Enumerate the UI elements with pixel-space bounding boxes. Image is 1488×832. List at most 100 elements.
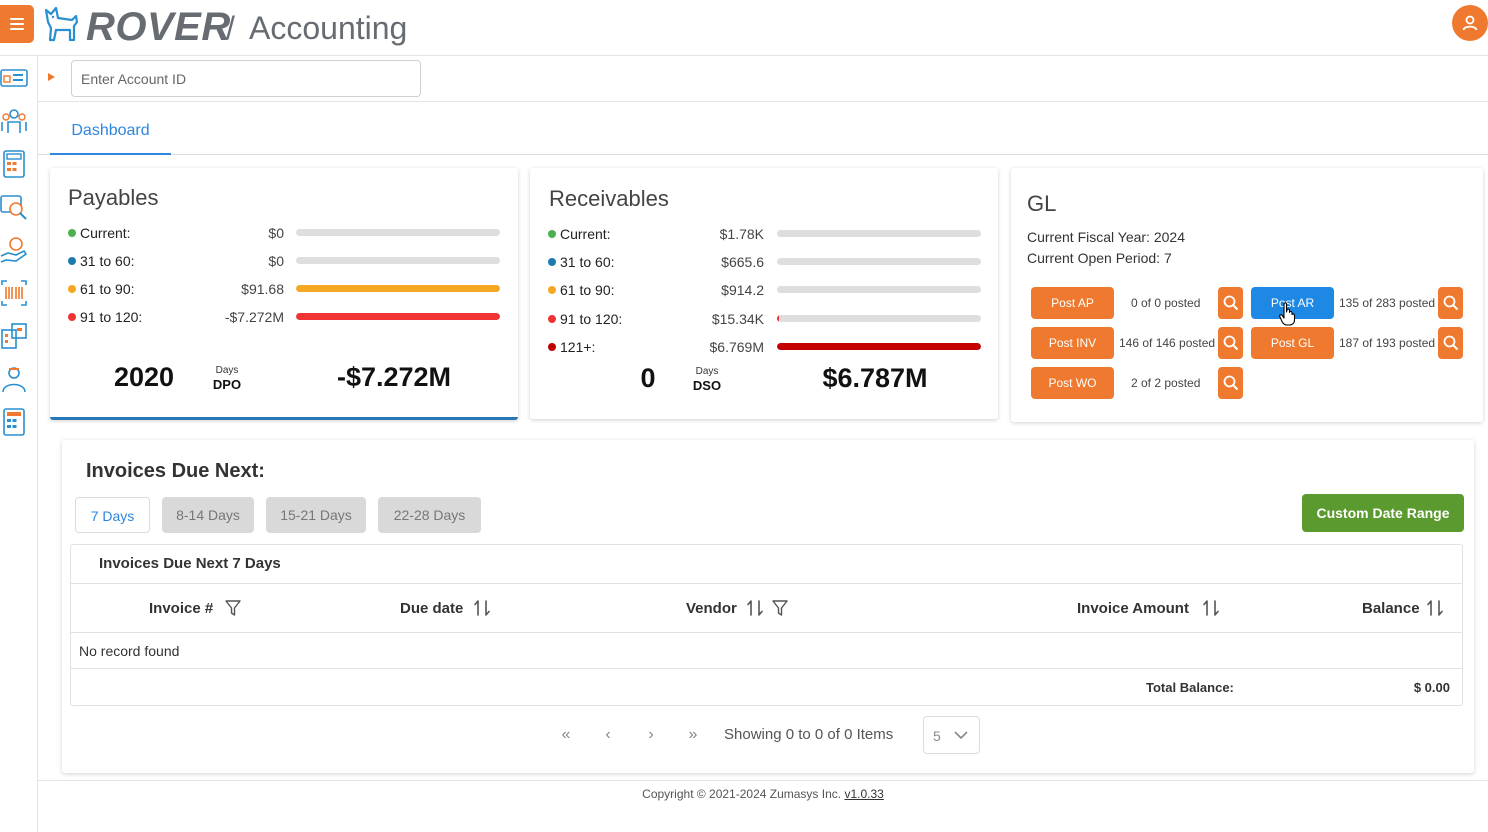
post-gl-search-button[interactable] [1438, 327, 1463, 359]
mouse-pointer-hand-icon [1279, 302, 1296, 326]
sort-icon[interactable] [474, 599, 490, 617]
sort-icon[interactable] [1427, 599, 1443, 617]
fiscal-year-text: Current Fiscal Year: 2024 [1027, 229, 1185, 245]
aging-value: $15.34K [711, 310, 764, 327]
aging-bar-fill [777, 314, 779, 322]
employee-icon[interactable] [0, 365, 28, 393]
search-icon [1223, 295, 1238, 311]
account-id-input[interactable] [71, 60, 421, 97]
open-period-text: Current Open Period: 7 [1027, 250, 1172, 266]
receivables-card: Receivables Current: $1.78K 31 to 60: $665.… [530, 168, 998, 419]
aging-bar [296, 229, 500, 236]
post-gl-status: 187 of 193 posted [1339, 336, 1436, 350]
aging-label: 61 to 90: [80, 281, 135, 297]
aging-label: 31 to 60: [560, 254, 615, 271]
range-22-28-days-button[interactable]: 22-28 Days [378, 497, 481, 533]
receivables-aging-row: 91 to 120: $15.34K [530, 309, 998, 329]
page-size-select[interactable]: 5 [923, 716, 980, 754]
payments-hand-icon[interactable] [0, 236, 28, 264]
column-balance[interactable]: Balance [1362, 600, 1420, 617]
filter-icon[interactable] [772, 599, 788, 617]
chevron-down-icon [954, 731, 968, 740]
grid-footer: Total Balance: $ 0.00 [71, 669, 1462, 706]
user-avatar-button[interactable] [1452, 5, 1488, 41]
aging-value: $914.2 [721, 282, 764, 299]
sort-icon[interactable] [747, 599, 763, 617]
payables-total: -$7.272M [336, 362, 452, 392]
post-ar-status: 135 of 283 posted [1339, 296, 1436, 310]
post-ap-status: 0 of 0 posted [1131, 296, 1201, 310]
dso-days-label: Days [695, 366, 719, 377]
aging-value: $665.6 [721, 254, 764, 271]
post-wo-button[interactable]: Post WO [1031, 367, 1114, 399]
accounting-calculator-icon[interactable] [0, 408, 28, 436]
aging-label: 91 to 120: [560, 310, 623, 327]
legend-dot [68, 229, 76, 237]
rover-dog-logo-icon [44, 6, 79, 42]
sort-icon[interactable] [1203, 599, 1219, 617]
column-invoice-number[interactable]: Invoice # [149, 600, 214, 617]
dso-label: DSO [692, 378, 722, 393]
post-inv-search-button[interactable] [1218, 327, 1243, 359]
hamburger-menu-button[interactable] [0, 5, 34, 43]
calculator-icon[interactable] [0, 150, 28, 178]
payables-card: Payables Current: $0 31 to 60: $0 61 to 90: $… [50, 168, 518, 420]
legend-dot [68, 285, 76, 293]
post-wo-search-button[interactable] [1218, 367, 1243, 399]
range-7-days-button[interactable]: 7 Days [75, 497, 150, 533]
dso-number: 0 [640, 363, 656, 393]
column-invoice-amount[interactable]: Invoice Amount [1077, 600, 1189, 617]
grid-caption-text: Invoices Due Next 7 Days [99, 555, 281, 572]
payables-aging-row: 31 to 60: $0 [50, 251, 518, 271]
reports-icon[interactable] [0, 193, 28, 221]
prev-page-button[interactable]: ‹ [605, 726, 611, 743]
post-ar-button[interactable]: Post AR [1251, 287, 1334, 319]
page-footer: Copyright © 2021-2024 Zumasys Inc. v1.0.… [38, 780, 1488, 832]
range-15-21-days-button[interactable]: 15-21 Days [266, 497, 366, 533]
grid-caption: Invoices Due Next 7 Days [71, 545, 1462, 584]
inventory-icon[interactable] [0, 322, 28, 350]
aging-bar [777, 230, 981, 237]
expand-arrow-icon[interactable] [48, 73, 55, 81]
column-vendor[interactable]: Vendor [686, 600, 737, 617]
aging-label: 91 to 120: [80, 309, 143, 325]
last-page-button[interactable]: » [688, 726, 698, 743]
search-icon [1443, 335, 1458, 351]
barcode-icon[interactable] [0, 279, 28, 307]
range-8-14-days-button[interactable]: 8-14 Days [162, 497, 254, 533]
column-due-date[interactable]: Due date [400, 600, 464, 617]
page-size-value: 5 [933, 728, 941, 744]
tab-dashboard[interactable]: Dashboard [50, 103, 171, 155]
first-page-button[interactable]: « [561, 726, 571, 743]
post-ap-button[interactable]: Post AP [1031, 287, 1114, 319]
post-ar-search-button[interactable] [1438, 287, 1463, 319]
legend-dot [68, 313, 76, 321]
version-link[interactable]: v1.0.33 [844, 787, 884, 801]
dashboard-icon[interactable] [0, 64, 28, 92]
menu-icon-line [10, 18, 24, 20]
pager: « ‹ › » Showing 0 to 0 of 0 Items 5 [62, 715, 1474, 755]
aging-label: Current: [560, 226, 611, 242]
menu-icon-line [10, 28, 24, 30]
payables-aging-row: 61 to 90: $91.68 [50, 279, 518, 299]
next-page-button[interactable]: › [648, 726, 654, 743]
customers-icon[interactable] [0, 107, 28, 135]
copyright-text: Copyright © 2021-2024 Zumasys Inc. v1.0.… [38, 787, 1488, 801]
aging-bar [777, 342, 981, 350]
custom-date-range-button[interactable]: Custom Date Range [1302, 494, 1464, 532]
post-ap-search-button[interactable] [1218, 287, 1243, 319]
copyright-label: Copyright © 2021-2024 Zumasys Inc. [642, 787, 842, 801]
dpo-days-label: Days [215, 365, 239, 376]
sidebar [0, 56, 38, 832]
post-gl-button[interactable]: Post GL [1251, 327, 1334, 359]
dpo-label: DPO [212, 377, 242, 392]
post-inv-button[interactable]: Post INV [1031, 327, 1114, 359]
aging-value: $91.68 [241, 281, 284, 297]
brand-separator: / [226, 10, 235, 46]
receivables-aging-row: Current: $1.78K [530, 224, 998, 244]
aging-bar [296, 313, 500, 320]
legend-dot [548, 342, 556, 351]
tab-bar: Dashboard [38, 103, 1488, 155]
filter-icon[interactable] [225, 599, 241, 617]
